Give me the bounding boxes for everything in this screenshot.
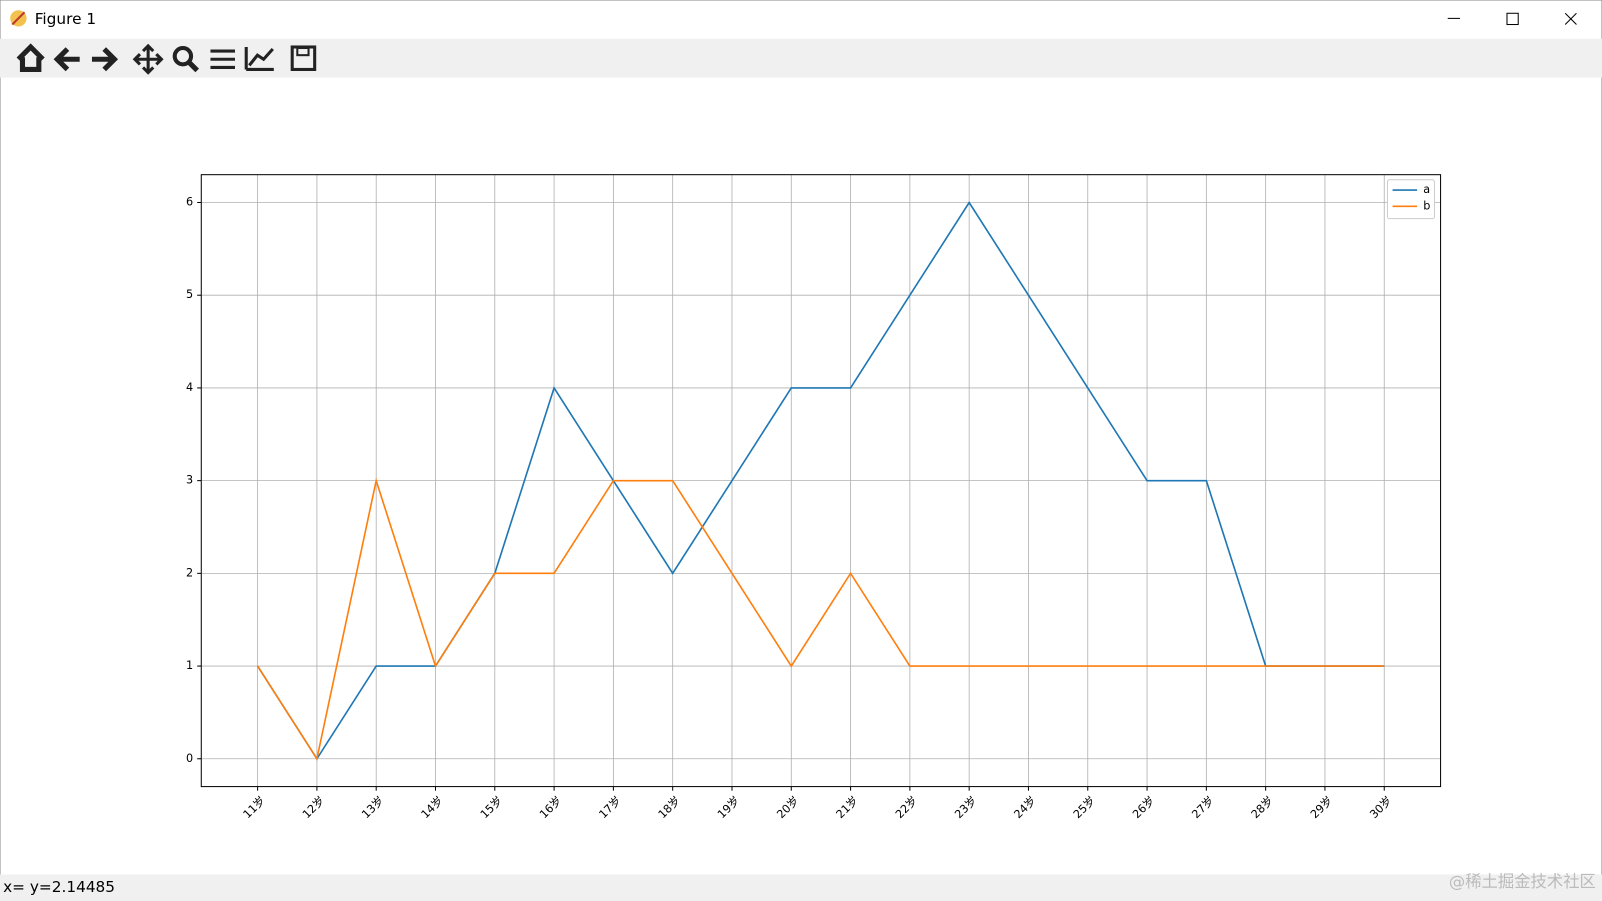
status-text: x= y=2.14485	[3, 878, 115, 896]
app-icon	[10, 10, 27, 27]
close-button[interactable]	[1564, 12, 1577, 25]
y-tick-label: 4	[186, 381, 193, 394]
toolbar	[0, 38, 1602, 78]
window-title: Figure 1	[35, 10, 96, 28]
line-series	[256, 477, 1385, 761]
configure-button[interactable]	[210, 49, 235, 69]
home-button[interactable]	[16, 43, 45, 73]
legend-label: a	[1423, 183, 1430, 196]
back-button[interactable]	[53, 47, 80, 72]
zoom-button[interactable]	[172, 45, 199, 73]
watermark: @稀土掘金技术社区	[1449, 872, 1596, 891]
forward-button[interactable]	[91, 47, 119, 72]
edit-button[interactable]	[244, 46, 274, 71]
legend-label: b	[1423, 199, 1430, 212]
y-tick-label: 6	[186, 195, 193, 208]
axes-frame	[200, 174, 1442, 788]
y-tick-label: 5	[186, 288, 193, 301]
pan-button[interactable]	[132, 43, 164, 75]
save-button[interactable]	[290, 45, 317, 71]
maximize-button[interactable]	[1506, 12, 1519, 26]
status-bar	[0, 874, 1602, 901]
y-tick-label: 1	[186, 659, 193, 672]
y-tick-label: 3	[186, 474, 193, 487]
y-tick-label: 0	[186, 752, 193, 765]
y-tick-label: 2	[186, 566, 193, 579]
